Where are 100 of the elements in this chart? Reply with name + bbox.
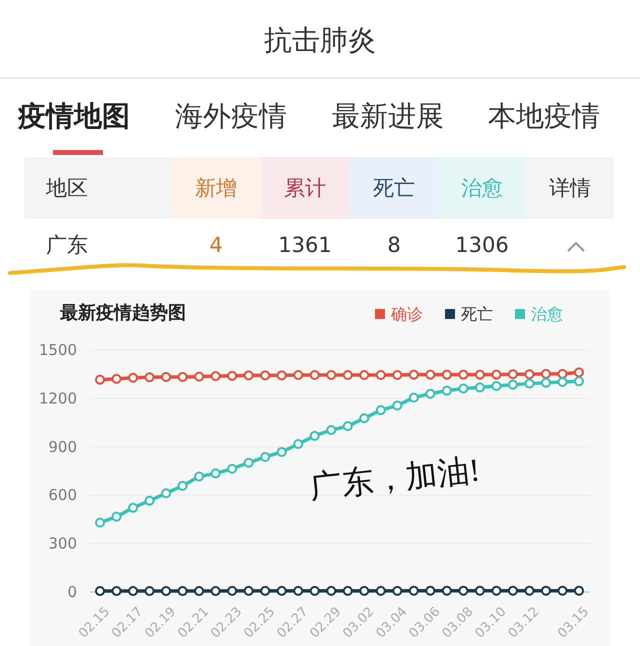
point <box>244 586 254 596</box>
point <box>244 458 254 468</box>
point <box>144 372 155 382</box>
point <box>128 372 138 383</box>
point <box>376 405 386 416</box>
point <box>95 586 105 596</box>
y-tick-label: 0 <box>67 583 77 601</box>
point <box>326 370 336 380</box>
point <box>359 370 370 380</box>
point <box>260 452 270 462</box>
text: 疫情地图 <box>17 100 130 132</box>
text: 地区 <box>45 176 88 200</box>
point <box>474 586 485 596</box>
text: 治愈 <box>461 176 503 200</box>
point <box>408 586 419 596</box>
text: 本地疫情 <box>488 100 600 132</box>
y-tick-label: 300 <box>48 534 77 553</box>
point <box>112 374 122 384</box>
point <box>458 370 468 380</box>
y-tick-label: 900 <box>48 438 77 456</box>
point <box>227 586 238 596</box>
point <box>310 430 320 441</box>
y-tick-label: 1200 <box>38 389 77 408</box>
point <box>310 370 320 380</box>
text: 新增 <box>195 176 237 200</box>
point <box>408 392 419 403</box>
point <box>227 464 238 474</box>
point <box>508 369 518 380</box>
point <box>210 468 221 478</box>
text: 1306 <box>455 233 509 257</box>
point <box>293 439 304 450</box>
point <box>425 586 436 596</box>
point <box>425 370 436 380</box>
point <box>376 370 386 380</box>
point <box>210 586 221 596</box>
point <box>442 386 452 396</box>
point <box>557 368 568 379</box>
point <box>359 586 370 596</box>
point <box>540 368 551 379</box>
point <box>128 502 138 513</box>
point <box>557 586 568 596</box>
point <box>524 369 534 380</box>
point <box>194 586 204 596</box>
point <box>112 586 122 596</box>
point <box>392 370 402 380</box>
point <box>293 586 304 596</box>
point <box>310 586 320 596</box>
point <box>326 425 336 436</box>
point <box>458 586 468 596</box>
point <box>227 370 238 381</box>
point <box>392 400 402 410</box>
text: 4 <box>209 233 223 257</box>
text: 1361 <box>278 233 332 257</box>
text: 抗击肺炎 <box>264 24 376 56</box>
point <box>442 586 452 596</box>
legend-label: 死亡 <box>461 304 493 324</box>
legend-label: 治愈 <box>531 304 563 324</box>
point <box>178 586 188 596</box>
point <box>425 388 436 399</box>
point <box>276 370 287 380</box>
point <box>293 370 304 380</box>
point <box>474 370 485 380</box>
y-tick-label: 600 <box>48 486 77 504</box>
point <box>491 586 502 596</box>
point <box>276 446 287 457</box>
point <box>442 370 452 380</box>
point <box>540 378 551 388</box>
point <box>524 378 534 389</box>
text: 最新进展 <box>332 100 444 132</box>
point <box>524 586 534 596</box>
point <box>408 370 419 380</box>
point <box>260 586 270 596</box>
point <box>491 370 502 380</box>
point <box>194 372 204 382</box>
text: 海外疫情 <box>175 100 287 132</box>
text: 累计 <box>284 176 326 200</box>
annotation: 广东，加油! <box>308 451 482 505</box>
point <box>458 384 468 394</box>
point <box>128 586 138 596</box>
text: 8 <box>387 233 401 257</box>
point <box>540 586 551 596</box>
point <box>194 471 204 482</box>
point <box>342 421 353 432</box>
chart-title: 最新疫情趋势图 <box>59 302 186 324</box>
point <box>161 372 172 382</box>
point <box>392 586 402 596</box>
point <box>359 413 370 424</box>
point <box>342 586 353 596</box>
point <box>557 376 568 387</box>
point <box>508 586 518 596</box>
point <box>144 496 155 506</box>
point <box>574 367 584 378</box>
point <box>474 382 485 392</box>
point <box>244 370 254 380</box>
point <box>161 586 172 596</box>
y-tick-label: 1500 <box>38 341 77 359</box>
point <box>508 380 518 390</box>
point <box>326 586 336 596</box>
point <box>276 586 287 596</box>
point <box>95 518 105 528</box>
